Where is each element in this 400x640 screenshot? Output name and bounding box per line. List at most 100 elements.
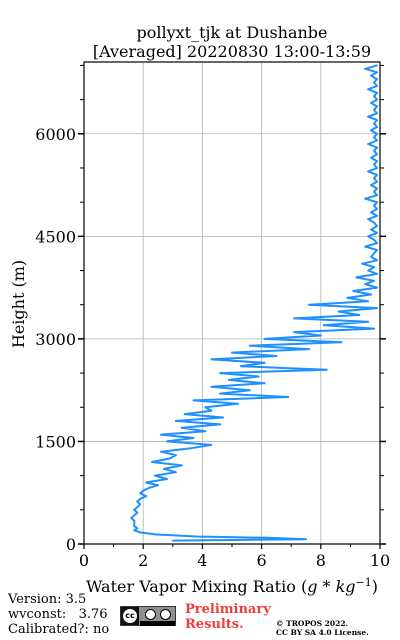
data-point	[248, 389, 251, 392]
chart-title: pollyxt_tjk at Dushanbe	[136, 23, 327, 42]
data-point	[373, 163, 375, 166]
data-point	[364, 197, 367, 200]
data-point	[376, 201, 378, 204]
data-point	[376, 105, 378, 108]
data-point	[133, 529, 136, 532]
data-point	[370, 129, 372, 132]
data-point	[373, 136, 375, 139]
data-point	[373, 109, 375, 111]
data-point	[151, 461, 154, 463]
x-tick-label: 6	[257, 551, 267, 570]
data-point	[376, 249, 378, 251]
data-point	[376, 259, 378, 262]
data-point	[376, 126, 378, 128]
data-point	[373, 327, 375, 330]
data-point	[340, 341, 343, 344]
data-point	[376, 139, 378, 142]
data-point	[373, 279, 375, 282]
data-point	[361, 262, 364, 265]
data-point	[376, 187, 378, 190]
data-point	[210, 358, 213, 361]
wvconst-text: wvconst: 3.76	[8, 607, 108, 622]
data-point	[189, 447, 192, 450]
y-tick-label: 3000	[35, 330, 76, 349]
preliminary-notice: Preliminary Results.	[185, 602, 271, 632]
calibrated-text: Calibrated?: no	[8, 622, 110, 637]
data-point	[376, 71, 378, 74]
data-point	[133, 508, 136, 511]
data-point	[358, 314, 361, 316]
data-point	[370, 211, 372, 214]
data-point	[237, 402, 239, 405]
data-point	[195, 535, 198, 538]
data-point	[370, 184, 372, 187]
data-point	[174, 420, 177, 422]
data-point	[367, 320, 370, 323]
data-point	[133, 525, 136, 528]
data-point	[219, 423, 222, 426]
cc-icon: cc	[123, 609, 137, 623]
data-point	[130, 517, 133, 519]
y-tick-label: 1500	[35, 432, 76, 451]
data-point	[240, 365, 242, 368]
data-point	[373, 191, 375, 193]
data-point	[308, 348, 310, 350]
data-point	[154, 533, 156, 536]
data-point	[305, 538, 307, 541]
data-point	[263, 361, 266, 364]
data-point	[376, 119, 378, 121]
data-point	[376, 167, 378, 169]
data-point	[376, 85, 378, 87]
data-point	[325, 368, 328, 371]
data-point	[139, 531, 142, 534]
data-point	[376, 91, 378, 94]
data-point	[166, 440, 168, 443]
data-point	[367, 170, 370, 173]
data-point	[367, 115, 370, 118]
data-point	[370, 74, 372, 77]
data-point	[145, 495, 148, 497]
data-point	[204, 406, 207, 409]
data-point	[376, 98, 378, 101]
data-point	[373, 266, 375, 268]
data-point	[364, 283, 367, 286]
sa-icon	[160, 609, 171, 620]
data-point	[210, 444, 213, 446]
data-point	[133, 519, 136, 522]
data-point	[376, 146, 378, 149]
x-tick-label: 8	[316, 551, 326, 570]
preliminary-line-2: Results.	[185, 617, 244, 632]
footer-info: Version: 3.5 wvconst: 3.76 Calibrated?: …	[8, 592, 109, 637]
data-point	[376, 232, 378, 234]
data-point	[263, 382, 266, 385]
data-point	[352, 290, 355, 292]
data-point	[192, 437, 195, 439]
data-point	[376, 112, 378, 115]
data-point	[293, 331, 296, 333]
data-point	[139, 498, 142, 500]
data-point	[370, 156, 372, 159]
profile-chart: pollyxt_tjk at Dushanbe [Averaged] 20220…	[9, 23, 390, 596]
data-point	[373, 238, 375, 241]
data-point	[136, 506, 139, 508]
data-point	[154, 474, 156, 477]
data-point	[376, 214, 378, 217]
data-point	[133, 514, 136, 517]
version-text: Version: 3.5	[8, 592, 87, 607]
data-point	[319, 334, 322, 337]
data-point	[355, 276, 358, 279]
data-point	[376, 64, 378, 67]
data-point	[228, 379, 230, 381]
data-point	[168, 457, 171, 460]
data-point	[222, 416, 225, 419]
x-tick-label: 10	[370, 551, 390, 570]
data-point	[210, 409, 213, 412]
y-tick-label: 0	[66, 535, 76, 554]
data-point	[248, 344, 251, 347]
data-point	[275, 355, 278, 357]
data-point	[322, 324, 325, 327]
data-point	[148, 487, 151, 489]
data-point	[373, 150, 375, 152]
data-point	[376, 242, 378, 245]
data-point	[346, 297, 349, 299]
